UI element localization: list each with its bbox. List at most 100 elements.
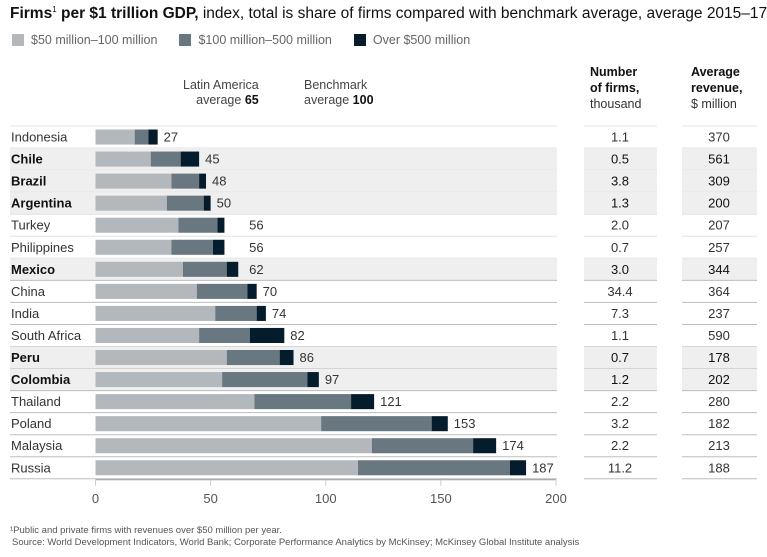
bar-segment-mid <box>178 217 218 233</box>
bar-segment-small <box>95 195 167 211</box>
firms-header-line2: of firms, <box>590 81 640 95</box>
bar-segment-large <box>256 305 266 321</box>
legend-swatch-large <box>353 34 366 46</box>
total-value-label: 56 <box>249 218 263 233</box>
latam-avg-word: average <box>196 93 242 107</box>
total-value-label: 153 <box>454 416 476 431</box>
revenue-header-unit: $ million <box>691 97 737 111</box>
bar-segment-small <box>95 305 216 321</box>
country-label: Thailand <box>11 394 61 409</box>
firms-count-cell: 1.1 <box>611 328 629 343</box>
total-value-label: 86 <box>300 350 314 365</box>
bar-segment-small <box>95 261 183 277</box>
bar-segment-mid <box>166 195 204 211</box>
firms-count-cell: 34.4 <box>607 284 632 299</box>
country-label: Brazil <box>11 174 46 189</box>
bar-segment-mid <box>321 416 432 432</box>
avg-revenue-cell: 344 <box>708 262 730 277</box>
country-label: Peru <box>11 350 40 365</box>
firms-count-cell: 1.3 <box>611 196 629 211</box>
highlight-cell-bg <box>584 192 657 215</box>
latam-label-line2: average 65 <box>183 93 259 108</box>
source-note: Source: World Development Indicators, Wo… <box>12 537 580 548</box>
bar-segment-small <box>95 239 172 255</box>
highlight-cell-bg <box>584 258 657 281</box>
title-bold-2: per $1 trillion GDP, <box>56 5 199 22</box>
avg-revenue-cell: 213 <box>708 438 730 453</box>
bar-segment-small <box>95 129 135 145</box>
legend-item-small: $50 million–100 million <box>12 33 157 47</box>
footnote: ¹Public and private firms with revenues … <box>10 525 282 536</box>
total-value-label: 48 <box>212 174 226 189</box>
avg-revenue-cell: 257 <box>708 240 730 255</box>
highlight-cell-bg <box>584 346 657 369</box>
total-value-label: 121 <box>380 394 402 409</box>
x-tick-label: 50 <box>203 491 217 506</box>
legend-label: $100 million–500 million <box>198 33 332 47</box>
highlight-cell-bg <box>682 170 757 193</box>
firms-count-cell: 0.7 <box>611 240 629 255</box>
bar-segment-large <box>203 195 211 211</box>
country-label: Chile <box>11 152 43 167</box>
avg-revenue-cell: 364 <box>708 284 730 299</box>
legend: $50 million–100 million $100 million–500… <box>12 33 470 47</box>
bar-segment-mid <box>222 372 308 388</box>
avg-revenue-cell: 202 <box>708 372 730 387</box>
legend-swatch-small <box>12 34 24 46</box>
bar-segment-large <box>509 460 527 476</box>
revenue-header-line2: revenue, <box>691 81 743 95</box>
country-label: Russia <box>11 460 52 475</box>
bar-segment-small <box>95 283 197 299</box>
bar-segment-large <box>431 416 448 432</box>
bar-segment-mid <box>371 438 474 454</box>
highlight-row-bg <box>10 258 557 281</box>
title-bold: Firms <box>10 5 53 22</box>
firms-count-cell: 0.7 <box>611 350 629 365</box>
country-label: India <box>11 306 40 321</box>
total-value-label: 187 <box>532 460 554 475</box>
bar-segment-large <box>473 438 497 454</box>
firms-count-cell: 3.0 <box>611 262 629 277</box>
highlight-cell-bg <box>682 148 757 171</box>
highlight-row-bg <box>10 192 557 215</box>
bar-segment-mid <box>150 151 181 167</box>
total-value-label: 50 <box>217 196 231 211</box>
country-label: Indonesia <box>11 130 68 145</box>
total-value-label: 74 <box>272 306 286 321</box>
x-tick-label: 0 <box>92 491 99 506</box>
bar-segment-mid <box>171 173 200 189</box>
highlight-row-bg <box>10 148 557 171</box>
bar-segment-mid <box>254 394 352 410</box>
highlight-cell-bg <box>584 148 657 171</box>
bar-segment-mid <box>357 460 510 476</box>
highlight-cell-bg <box>682 368 757 391</box>
avg-revenue-cell: 178 <box>708 350 730 365</box>
bar-segment-small <box>95 416 322 432</box>
bar-segment-mid <box>171 239 213 255</box>
bar-segment-large <box>226 261 239 277</box>
bar-segment-mid <box>196 283 248 299</box>
firms-count-cell: 2.2 <box>611 394 629 409</box>
benchmark-average-label: Benchmark average 100 <box>304 78 374 108</box>
firms-count-cell: 3.2 <box>611 416 629 431</box>
total-value-label: 82 <box>290 328 304 343</box>
total-value-label: 174 <box>502 438 524 453</box>
latam-avg-value: 65 <box>244 93 259 107</box>
bar-segment-mid <box>134 129 149 145</box>
total-value-label: 56 <box>249 240 263 255</box>
bar-segment-small <box>95 173 172 189</box>
bar-segment-mid <box>199 327 250 343</box>
highlight-row-bg <box>10 170 557 193</box>
bar-segment-mid <box>226 350 280 366</box>
legend-label: Over $500 million <box>372 33 471 47</box>
title-rest: index, total is share of firms compared … <box>198 5 767 22</box>
country-label: Malaysia <box>11 438 63 453</box>
revenue-column-header: Average revenue, $ million <box>691 64 742 112</box>
benchmark-label-line2: average 100 <box>304 93 374 108</box>
chart-title: Firms1 per $1 trillion GDP, index, total… <box>10 5 767 23</box>
bar-segment-large <box>180 151 200 167</box>
highlight-cell-bg <box>682 346 757 369</box>
firms-count-cell: 7.3 <box>611 306 629 321</box>
firms-count-cell: 0.5 <box>611 152 629 167</box>
